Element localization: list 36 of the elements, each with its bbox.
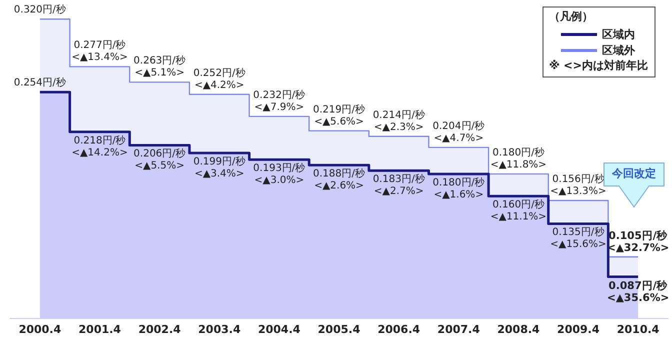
x-tick-label: 2005.4: [318, 323, 361, 336]
annotation: 今回改定: [611, 166, 657, 181]
data-label: 0.219円/秒 <▲5.6%>: [313, 103, 365, 128]
x-tick-label: 2008.4: [497, 323, 540, 336]
x-tick-label: 2001.4: [78, 323, 122, 336]
data-label: 0.218円/秒 <▲14.2%>: [72, 134, 128, 158]
data-label: 0.214円/秒 <▲2.3%>: [372, 108, 425, 133]
x-tick-label: 2000.4: [18, 323, 62, 336]
data-label: 0.204円/秒 <▲4.7%>: [432, 120, 485, 144]
x-tick-label: 2006.4: [378, 323, 420, 336]
data-label: 0.160円/秒 <▲11.1%>: [490, 198, 547, 223]
data-label: 0.232円/秒 <▲7.9%>: [253, 88, 306, 113]
x-tick-label: 2003.4: [198, 323, 241, 336]
data-label: 0.199円/秒 <▲3.4%>: [193, 155, 246, 180]
data-label: 0.188円/秒 <▲2.6%>: [313, 168, 365, 192]
data-label: 0.193円/秒 <▲3.0%>: [253, 162, 306, 186]
annotation: ※ <>内は対前年比: [549, 59, 648, 72]
data-label: 0.252円/秒 <▲4.2%>: [193, 66, 246, 91]
data-label: 0.263円/秒 <▲5.1%>: [134, 54, 186, 79]
x-tick-label: 2009.4: [557, 323, 600, 336]
legend-label: 区域内: [602, 28, 635, 41]
legend-title: （凡例）: [549, 10, 593, 23]
data-label: 0.254円/秒: [14, 76, 66, 89]
data-label: 0.180円/秒 <▲11.8%>: [490, 146, 547, 170]
data-label: 0.087円/秒 <▲35.6%>: [607, 278, 670, 304]
data-label: 0.206円/秒 <▲5.5%>: [134, 148, 186, 172]
x-tick-label: 2004.4: [258, 323, 301, 336]
x-tick-label: 2002.4: [138, 323, 182, 336]
data-label: 0.320円/秒: [14, 4, 66, 16]
x-tick-label: 2007.4: [437, 323, 480, 336]
data-label: 0.135円/秒 <▲15.6%>: [550, 226, 606, 250]
data-label: 0.180円/秒 <▲1.6%>: [432, 176, 485, 200]
data-label: 0.183円/秒 <▲2.7%>: [372, 173, 425, 198]
legend-label: 区域外: [602, 44, 636, 57]
data-label: 0.277円/秒 <▲13.4%>: [72, 39, 128, 64]
x-tick-label: 2010.4: [616, 323, 660, 336]
